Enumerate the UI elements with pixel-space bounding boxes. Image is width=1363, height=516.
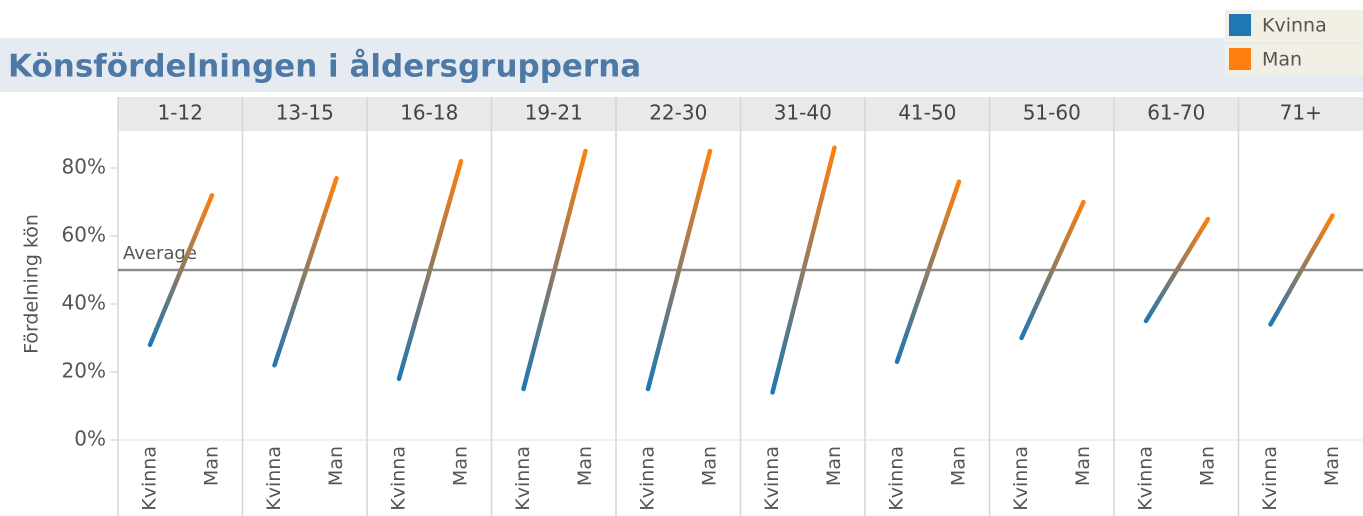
slope-line (645, 148, 713, 392)
panel-header: 13-15 (276, 101, 334, 125)
x-tick-label: Kvinna (1259, 446, 1281, 511)
x-tick-label: Man (450, 446, 472, 486)
y-tick-label: 20% (62, 359, 106, 383)
x-tick-label: Kvinna (263, 446, 285, 511)
y-axis-label: Fördelning kön (21, 214, 43, 354)
slope-line (272, 175, 339, 368)
slope-line (894, 179, 962, 365)
x-tick-label: Man (325, 446, 347, 486)
x-tick-label: Man (948, 446, 970, 486)
y-tick-label: 80% (62, 155, 106, 179)
x-tick-label: Kvinna (388, 446, 410, 511)
legend-label: Kvinna (1262, 15, 1327, 37)
slope-line (396, 158, 464, 382)
y-tick-label: 40% (62, 291, 106, 315)
y-tick-label: 60% (62, 223, 106, 247)
x-tick-label: Man (699, 446, 721, 486)
slope-line (1019, 199, 1086, 341)
x-tick-label: Man (823, 446, 845, 486)
panel-header: 19-21 (525, 101, 583, 125)
x-tick-label: Kvinna (637, 446, 659, 511)
slope-line (521, 148, 588, 392)
x-tick-label: Man (1321, 446, 1343, 486)
x-tick-label: Man (1072, 446, 1094, 486)
x-tick-label: Kvinna (1010, 446, 1032, 511)
panel-header: 1-12 (158, 101, 203, 125)
slope-line (1268, 213, 1335, 327)
slope-line (770, 145, 837, 395)
panel-header: 41-50 (898, 101, 956, 125)
title-bar (0, 38, 1363, 92)
legend-swatch (1229, 14, 1251, 36)
x-tick-label: Man (574, 446, 596, 486)
y-tick-label: 0% (74, 427, 106, 451)
chart-title: Könsfördelningen i åldersgrupperna (8, 49, 641, 85)
legend-label: Man (1262, 49, 1302, 71)
panel-header: 16-18 (400, 101, 458, 125)
legend-swatch (1229, 48, 1251, 70)
x-tick-label: Kvinna (139, 446, 161, 511)
panel-header: 31-40 (774, 101, 832, 125)
x-tick-label: Kvinna (512, 446, 534, 511)
panel-header: 61-70 (1147, 101, 1205, 125)
slope-line (1143, 216, 1211, 324)
panel-header: 51-60 (1023, 101, 1081, 125)
x-tick-label: Kvinna (1135, 446, 1157, 511)
x-tick-label: Kvinna (886, 446, 908, 511)
panel-header: 22-30 (649, 101, 707, 125)
x-tick-label: Kvinna (761, 446, 783, 511)
slope-line (147, 192, 215, 348)
average-label: Average (123, 243, 197, 264)
x-tick-label: Man (1197, 446, 1219, 486)
panel-header: 71+ (1280, 101, 1322, 125)
x-tick-label: Man (201, 446, 223, 486)
